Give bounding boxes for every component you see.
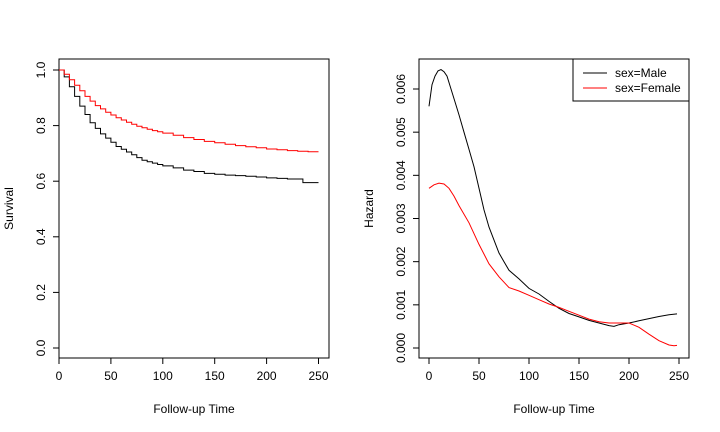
series-line-0 bbox=[59, 69, 319, 184]
x-tick-label: 50 bbox=[472, 369, 486, 383]
x-axis: 0 50 100 150 200 250 bbox=[426, 357, 689, 383]
y-tick-label: 1.0 bbox=[34, 61, 48, 78]
y-axis-label: Hazard bbox=[362, 189, 376, 228]
y-tick-label: 0.0 bbox=[34, 339, 48, 356]
y-tick-label: 0.002 bbox=[394, 246, 408, 276]
x-axis-label: Follow-up Time bbox=[513, 402, 595, 416]
x-tick-label: 200 bbox=[619, 369, 639, 383]
y-tick-label: 0.4 bbox=[34, 228, 48, 245]
series-line-0 bbox=[428, 69, 678, 327]
x-tick-label: 0 bbox=[56, 369, 63, 383]
y-tick-label: 0.8 bbox=[34, 117, 48, 134]
x-tick-label: 0 bbox=[426, 369, 433, 383]
series-line-1 bbox=[428, 182, 678, 347]
y-axis: 0.0 0.2 0.4 0.6 0.8 1.0 bbox=[34, 61, 60, 356]
x-tick-label: 100 bbox=[519, 369, 539, 383]
y-tick-label: 0.005 bbox=[394, 117, 408, 147]
plot-frame bbox=[418, 58, 690, 359]
x-tick-label: 250 bbox=[308, 369, 328, 383]
series-line-1 bbox=[59, 69, 319, 153]
y-tick-label: 0.000 bbox=[394, 333, 408, 363]
x-tick-label: 200 bbox=[257, 369, 277, 383]
legend-box bbox=[572, 58, 690, 102]
y-axis: 0.000 0.001 0.002 0.003 0.004 0.005 0.006 bbox=[394, 74, 420, 363]
x-tick-label: 250 bbox=[669, 369, 689, 383]
x-tick-label: 100 bbox=[153, 369, 173, 383]
legend-label-0: sex=Male bbox=[615, 66, 667, 80]
survival-panel: 0 50 100 150 200 250 0.0 0.2 0.4 0.6 0.8 1.0 Follow-… bbox=[2, 58, 330, 416]
y-tick-label: 0.001 bbox=[394, 289, 408, 319]
hazard-panel: 0 50 100 150 200 250 0.000 0.001 0.002 0.003 0.004… bbox=[362, 58, 690, 416]
x-tick-label: 150 bbox=[569, 369, 589, 383]
y-tick-label: 0.004 bbox=[394, 160, 408, 190]
y-tick-label: 0.003 bbox=[394, 203, 408, 233]
plot-frame bbox=[58, 58, 330, 359]
x-axis-label: Follow-up Time bbox=[153, 402, 235, 416]
x-tick-label: 50 bbox=[104, 369, 118, 383]
y-axis-label: Survival bbox=[2, 187, 16, 230]
x-axis: 0 50 100 150 200 250 bbox=[56, 357, 329, 383]
legend-label-1: sex=Female bbox=[615, 81, 681, 95]
y-tick-label: 0.2 bbox=[34, 284, 48, 301]
y-tick-label: 0.006 bbox=[394, 74, 408, 104]
y-tick-label: 0.6 bbox=[34, 173, 48, 190]
x-tick-label: 150 bbox=[205, 369, 225, 383]
